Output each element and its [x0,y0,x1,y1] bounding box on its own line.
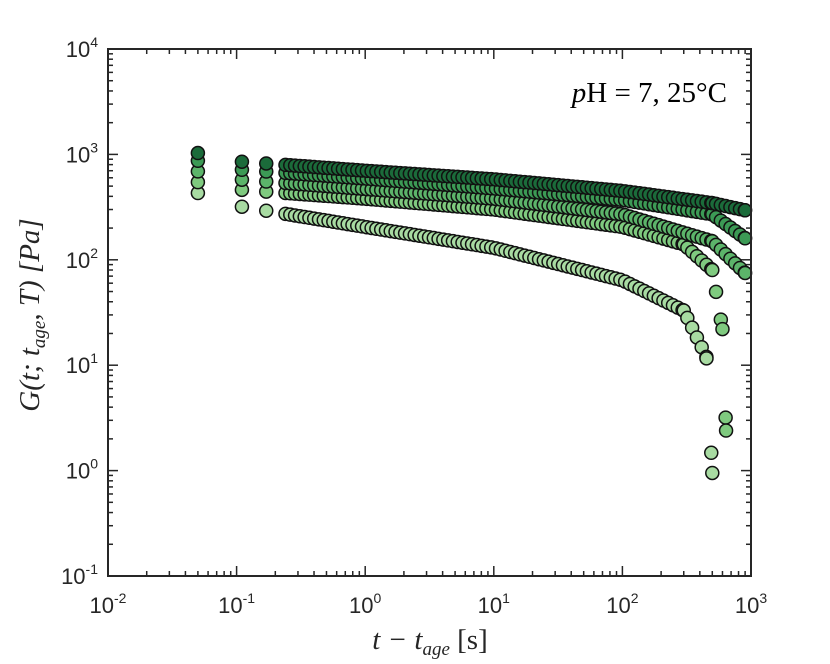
data-point [705,262,720,278]
data-point [258,203,274,218]
data-markers [190,145,753,481]
data-point [705,465,720,481]
data-point [234,154,250,169]
x-tick-label: 100 [349,590,381,618]
data-point [234,199,250,214]
x-axis-label: t − tage [s] [372,624,487,660]
x-tick-label: 10-1 [218,590,255,618]
data-point [718,423,734,438]
data-point [258,156,274,171]
y-tick-label: 102 [66,245,98,273]
data-point [708,284,724,300]
series-curve-2 [190,174,734,438]
data-point [737,265,753,281]
series-curve-3 [190,164,753,281]
x-tick-label: 101 [478,590,510,618]
y-tick-label: 10-1 [61,561,98,589]
y-tick-label: 104 [66,34,98,62]
x-tick-label: 103 [735,590,767,618]
y-tick-labels: 10-1 100 101 102 103 104 [61,34,98,589]
y-tick-label: 103 [66,139,98,167]
series-curve-1 [190,185,720,481]
x-tick-labels: 10-2 10-1 100 101 102 103 [90,590,768,618]
y-tick-label: 101 [66,350,98,378]
series-curve-5 [190,145,753,218]
y-axis-label: G(t; tage, T) [Pa] [14,218,50,411]
data-point [704,445,719,461]
data-point [737,231,753,246]
x-tick-label: 102 [606,590,638,618]
data-point [699,351,714,366]
data-point [190,145,206,161]
y-tick-label: 100 [66,456,98,484]
data-point [715,321,730,337]
plot-frame [107,48,752,577]
data-point [718,410,733,425]
legend-annotation: pH = 7, 25°C [570,77,727,109]
x-tick-label: 10-2 [90,590,127,618]
data-point [737,203,753,218]
